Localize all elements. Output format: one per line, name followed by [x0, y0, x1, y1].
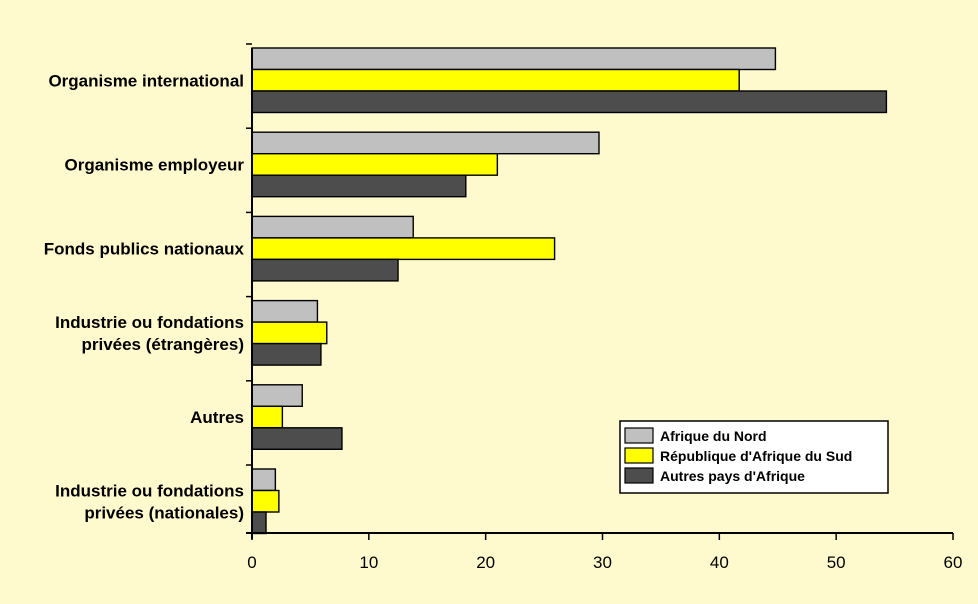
category-label-6-line-1: Industrie ou fondations — [55, 481, 244, 500]
bar-3-4 — [251, 342, 322, 366]
bar-2-3 — [251, 237, 556, 261]
x-tick-label-60: 60 — [944, 553, 963, 572]
category-label-2: Organisme employeur — [64, 155, 244, 174]
bar-1-2 — [251, 131, 600, 155]
category-label-4-line-2: privées (étrangères) — [81, 335, 244, 354]
legend-swatch-1 — [624, 427, 654, 444]
category-label-5: Autres — [190, 408, 244, 427]
x-tick-label-30: 30 — [593, 553, 612, 572]
category-label-4-line-1: Industrie ou fondations — [55, 313, 244, 332]
legend-swatch-2 — [624, 447, 654, 464]
bar-2-4 — [251, 321, 328, 345]
bar-1-1 — [251, 47, 777, 71]
bar-1-4 — [251, 299, 319, 323]
bar-3-2 — [251, 174, 467, 198]
legend-label-2: République d'Afrique du Sud — [660, 448, 852, 464]
bar-2-2 — [251, 152, 499, 176]
x-tick-label-0: 0 — [247, 553, 256, 572]
bar-2-5 — [251, 405, 284, 429]
bar-2-6 — [251, 489, 280, 513]
legend-box — [619, 420, 889, 494]
legend: Afrique du Nord République d'Afrique du S… — [619, 420, 889, 494]
bar-1-6 — [251, 468, 277, 492]
bar-3-5 — [251, 427, 343, 450]
bar-3-3 — [251, 258, 399, 282]
category-label-3: Fonds publics nationaux — [44, 240, 245, 259]
x-tick-label-50: 50 — [827, 553, 846, 572]
category-label-6-line-2: privées (nationales) — [84, 503, 244, 522]
bar-3-1 — [251, 90, 888, 114]
bar-3-6 — [251, 511, 267, 535]
legend-label-3: Autres pays d'Afrique — [660, 468, 805, 484]
bar-1-3 — [251, 215, 414, 239]
bar-1-5 — [251, 384, 303, 407]
x-tick-label-40: 40 — [710, 553, 729, 572]
x-tick-label-10: 10 — [359, 553, 378, 572]
legend-swatch-3 — [624, 467, 654, 484]
x-tick-label-20: 20 — [476, 553, 495, 572]
bar-2-1 — [251, 68, 740, 92]
legend-label-1: Afrique du Nord — [660, 428, 767, 444]
category-label-1: Organisme international — [48, 71, 244, 90]
